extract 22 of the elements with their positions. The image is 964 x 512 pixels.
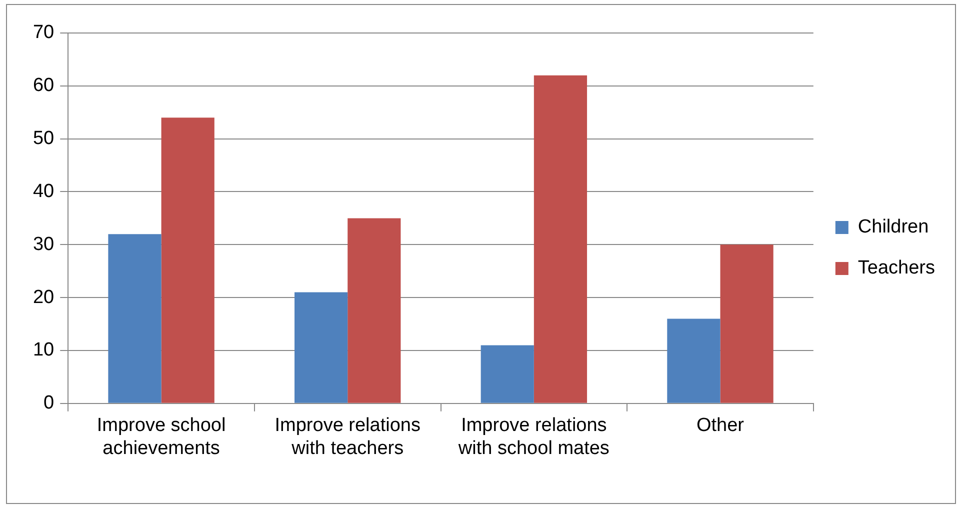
bar — [348, 218, 401, 403]
x-tick-label: Improve relations with school mates — [457, 415, 610, 459]
bar — [161, 118, 214, 403]
y-tick-label: 0 — [44, 392, 54, 414]
x-tick-label: Other — [696, 415, 745, 436]
bar — [294, 292, 348, 403]
y-tick-label: 50 — [32, 128, 54, 150]
x-tick-label: Improve relations with teachers — [274, 415, 420, 459]
legend-label: Teachers — [858, 258, 936, 279]
bar — [720, 244, 774, 403]
y-tick-label: 40 — [32, 180, 54, 202]
y-tick-label: 30 — [32, 234, 54, 255]
y-tick-label: 70 — [32, 22, 54, 44]
y-tick-label: 10 — [32, 340, 54, 361]
bar — [667, 318, 720, 403]
bar — [108, 234, 162, 403]
y-tick-label: 60 — [32, 75, 54, 96]
legend-label: Children — [858, 216, 929, 238]
bar — [480, 345, 534, 403]
x-tick-label: Improve school achievements — [96, 415, 226, 459]
y-tick-label: 20 — [32, 286, 54, 308]
bar — [534, 75, 588, 403]
